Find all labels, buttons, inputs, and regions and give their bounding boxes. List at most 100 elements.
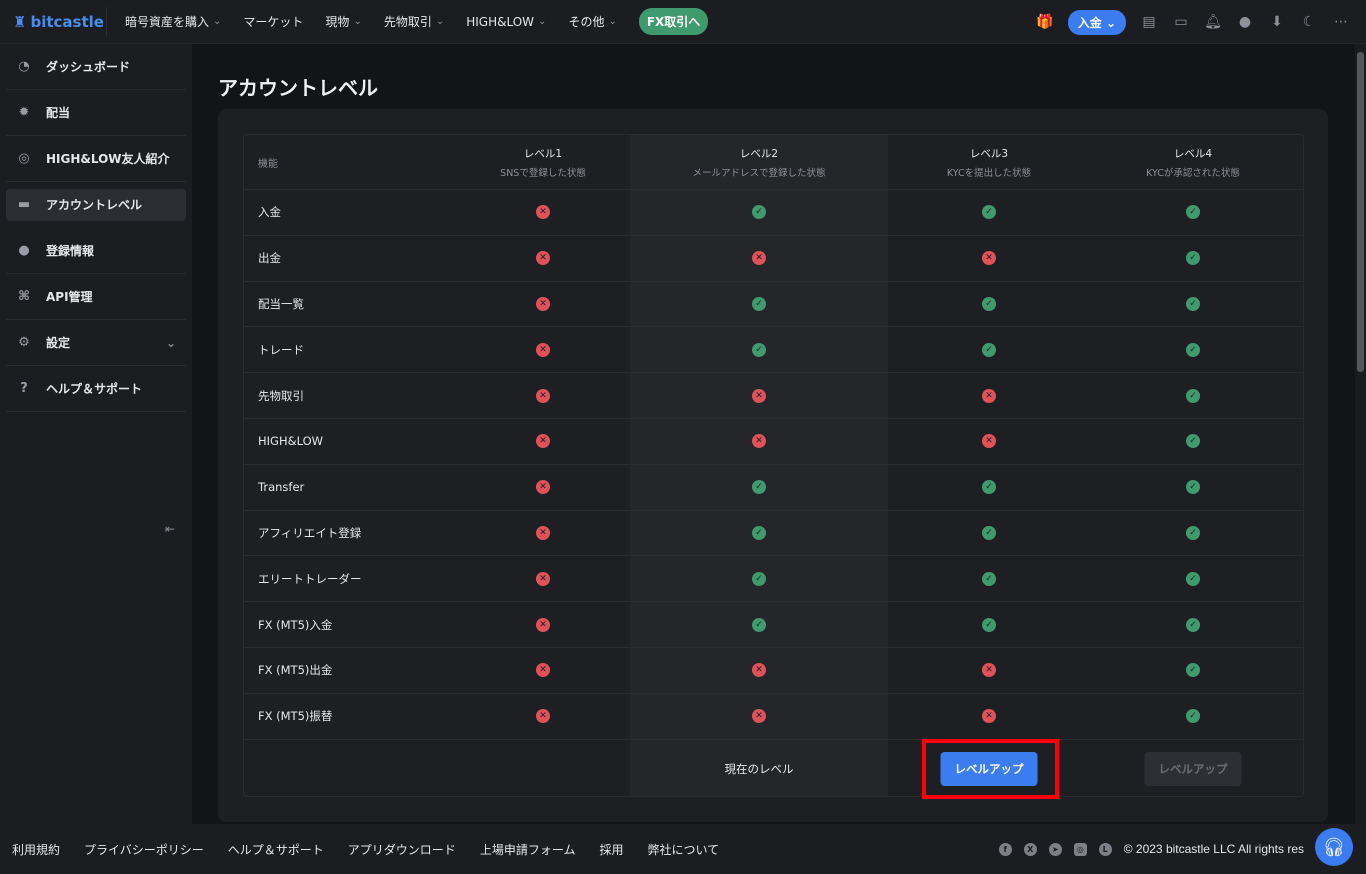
nav-item[interactable]: その他 ⌄ bbox=[568, 15, 617, 29]
cross-icon: ✕ bbox=[536, 480, 550, 495]
user-icon[interactable]: ● bbox=[1238, 14, 1252, 30]
chevron-down-icon: ⌄ bbox=[435, 16, 445, 27]
level-header: レベル2 メールアドレスで登録した状態 bbox=[692, 147, 826, 179]
footer-link[interactable]: 利用規約 bbox=[12, 842, 61, 857]
account-level-table: 機能 レベル1 SNSで登録した状態 レベル2 メールアドレスで登録した状態 レベル3 KY… bbox=[243, 134, 1304, 797]
sidebar-item[interactable]: ⚙ 設定 ⌄ bbox=[6, 320, 186, 366]
footer-link[interactable]: アプリダウンロード bbox=[347, 842, 456, 857]
table-row: FX (MT5)入金 ✕ ✓ ✓ ✓ bbox=[244, 602, 1303, 648]
fx-trade-button[interactable]: FX取引へ bbox=[638, 8, 709, 35]
nav-item[interactable]: 暗号資産を購入 ⌄ bbox=[125, 15, 222, 29]
check-icon: ✓ bbox=[982, 617, 996, 632]
nav-item[interactable]: HIGH&LOW ⌄ bbox=[466, 14, 547, 29]
check-icon: ✓ bbox=[752, 617, 766, 632]
more-icon[interactable]: ⋯ bbox=[1334, 14, 1348, 30]
gear-icon: ⚙ bbox=[18, 335, 30, 350]
bell-icon[interactable]: 🔔︎ bbox=[1204, 14, 1222, 30]
check-icon: ✓ bbox=[752, 342, 766, 357]
cross-icon: ✕ bbox=[536, 663, 550, 678]
help-icon: ? bbox=[20, 381, 28, 396]
table-header-row: 機能 レベル1 SNSで登録した状態 レベル2 メールアドレスで登録した状態 レベル3 KY… bbox=[244, 135, 1303, 190]
footer-link[interactable]: プライバシーポリシー bbox=[84, 842, 204, 857]
level-up-button[interactable]: レベルアップ bbox=[940, 751, 1038, 786]
table-row: HIGH&LOW ✕ ✕ ✕ ✓ bbox=[244, 419, 1303, 465]
table-row: 先物取引 ✕ ✕ ✕ ✓ bbox=[244, 373, 1303, 419]
nav-item[interactable]: マーケット bbox=[243, 15, 304, 29]
copyright: © 2023 bitcastle LLC All rights res bbox=[1123, 842, 1304, 856]
cross-icon: ✕ bbox=[982, 251, 996, 266]
sidebar-item[interactable]: ◔ ダッシュボード bbox=[6, 44, 186, 90]
scrollbar-thumb[interactable] bbox=[1357, 52, 1364, 372]
check-icon: ✓ bbox=[752, 205, 766, 220]
telegram-icon[interactable]: ➤ bbox=[1048, 842, 1062, 856]
headset-icon: 🎧︎ bbox=[1322, 836, 1346, 858]
collapse-sidebar-icon[interactable]: ⇤ bbox=[165, 522, 176, 536]
footer-link[interactable]: 採用 bbox=[599, 842, 624, 857]
footer-link[interactable]: 上場申請フォーム bbox=[479, 842, 576, 857]
top-header: ♜ bitcastle 暗号資産を購入 ⌄ マーケット 現物 ⌄ 先物取引 ⌄ HIGH&LOW… bbox=[0, 0, 1366, 44]
referral-icon: ◎ bbox=[18, 151, 30, 166]
user-icon: ● bbox=[18, 243, 30, 258]
cross-icon: ✕ bbox=[536, 388, 550, 403]
cross-icon: ✕ bbox=[536, 525, 550, 540]
support-headset-button[interactable]: 🎧︎ bbox=[1315, 828, 1353, 866]
cross-icon: ✕ bbox=[752, 388, 766, 403]
table-footer-row: 現在のレベル レベルアップ レベルアップ bbox=[244, 740, 1303, 798]
download-icon[interactable]: ⬇ bbox=[1271, 14, 1283, 30]
check-icon: ✓ bbox=[752, 296, 766, 311]
moon-icon[interactable]: ☾ bbox=[1302, 14, 1316, 30]
check-icon: ✓ bbox=[982, 571, 996, 586]
current-level-highlight bbox=[630, 135, 888, 796]
notes-icon[interactable]: ▤ bbox=[1142, 14, 1156, 30]
table-row: 入金 ✕ ✓ ✓ ✓ bbox=[244, 190, 1303, 236]
cross-icon: ✕ bbox=[536, 617, 550, 632]
sidebar-item[interactable]: ◎ HIGH&LOW友人紹介 bbox=[6, 136, 186, 182]
check-icon: ✓ bbox=[982, 525, 996, 540]
nav-item[interactable]: 現物 ⌄ bbox=[325, 15, 362, 29]
table-row: エリートトレーダー ✕ ✓ ✓ ✓ bbox=[244, 556, 1303, 603]
check-icon: ✓ bbox=[1186, 296, 1200, 311]
id-card-icon: ▬ bbox=[17, 197, 31, 212]
deposit-button[interactable]: 入金 ⌄ bbox=[1067, 9, 1126, 35]
table-row: FX (MT5)振替 ✕ ✕ ✕ ✓ bbox=[244, 694, 1303, 740]
cross-icon: ✕ bbox=[536, 296, 550, 311]
facebook-icon[interactable]: f bbox=[998, 842, 1012, 856]
feature-label: 配当一覧 bbox=[258, 296, 304, 311]
gift-icon[interactable]: 🎁 bbox=[1036, 14, 1054, 30]
nav-item[interactable]: 先物取引 ⌄ bbox=[383, 15, 445, 29]
footer-link[interactable]: 弊社について bbox=[647, 842, 720, 857]
footer-link[interactable]: ヘルプ＆サポート bbox=[227, 842, 324, 857]
sidebar-item[interactable]: ⌘ API管理 bbox=[6, 274, 186, 320]
check-icon: ✓ bbox=[1186, 480, 1200, 495]
cross-icon: ✕ bbox=[982, 709, 996, 724]
check-icon: ✓ bbox=[1186, 434, 1200, 449]
instagram-icon[interactable]: ◎ bbox=[1073, 842, 1087, 856]
check-icon: ✓ bbox=[752, 525, 766, 540]
chevron-down-icon: ⌄ bbox=[213, 16, 222, 27]
chevron-down-icon: ⌄ bbox=[165, 335, 176, 350]
check-icon: ✓ bbox=[1186, 342, 1200, 357]
check-icon: ✓ bbox=[1186, 251, 1200, 266]
line-icon[interactable]: L bbox=[1098, 842, 1112, 856]
feature-label: FX (MT5)入金 bbox=[258, 617, 333, 632]
chevron-down-icon: ⌄ bbox=[1105, 15, 1116, 30]
table-row: トレード ✕ ✓ ✓ ✓ bbox=[244, 327, 1303, 374]
sidebar: ◔ ダッシュボード ✹ 配当 ◎ HIGH&LOW友人紹介 ▬ アカウントレベル ● 登録情報 ⌘ A… bbox=[0, 44, 192, 824]
cross-icon: ✕ bbox=[536, 709, 550, 724]
sidebar-item[interactable]: ? ヘルプ＆サポート bbox=[6, 366, 186, 412]
x-icon[interactable]: X bbox=[1023, 842, 1037, 856]
main-nav: 暗号資産を購入 ⌄ マーケット 現物 ⌄ 先物取引 ⌄ HIGH&LOW ⌄ その他 ⌄ bbox=[125, 13, 639, 30]
check-icon: ✓ bbox=[982, 480, 996, 495]
check-icon: ✓ bbox=[1186, 617, 1200, 632]
sidebar-item[interactable]: ✹ 配当 bbox=[6, 90, 186, 136]
logo[interactable]: ♜ bitcastle bbox=[0, 6, 107, 37]
feature-label: Transfer bbox=[258, 480, 305, 495]
check-icon: ✓ bbox=[982, 296, 996, 311]
wallet-icon[interactable]: ▭ bbox=[1174, 14, 1188, 30]
table-row: Transfer ✕ ✓ ✓ ✓ bbox=[244, 465, 1303, 511]
cross-icon: ✕ bbox=[536, 571, 550, 586]
level-up-button-disabled: レベルアップ bbox=[1144, 751, 1242, 786]
sidebar-item[interactable]: ▬ アカウントレベル bbox=[6, 189, 186, 221]
scrollbar[interactable] bbox=[1355, 44, 1366, 824]
sidebar-item[interactable]: ● 登録情報 bbox=[6, 228, 186, 274]
